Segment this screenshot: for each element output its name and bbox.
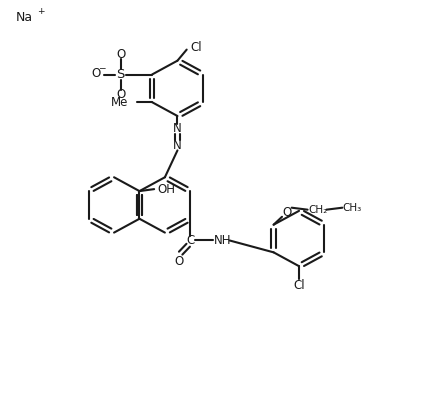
Text: O: O <box>174 255 183 267</box>
Text: O: O <box>116 48 125 61</box>
Text: C: C <box>186 234 195 247</box>
Text: N: N <box>173 122 182 135</box>
Text: N: N <box>173 139 182 152</box>
Text: Cl: Cl <box>293 279 305 293</box>
Text: O: O <box>282 206 291 219</box>
Text: −: − <box>98 63 106 72</box>
Text: +: + <box>38 7 45 16</box>
Text: O: O <box>116 88 125 101</box>
Text: Na: Na <box>16 11 33 24</box>
Text: O: O <box>92 67 101 80</box>
Text: CH₃: CH₃ <box>342 203 361 213</box>
Text: OH: OH <box>158 183 176 196</box>
Text: NH: NH <box>214 234 231 247</box>
Text: Cl: Cl <box>190 41 202 54</box>
Text: CH₂: CH₂ <box>308 205 328 215</box>
Text: Me: Me <box>111 96 128 109</box>
Text: S: S <box>116 68 125 81</box>
